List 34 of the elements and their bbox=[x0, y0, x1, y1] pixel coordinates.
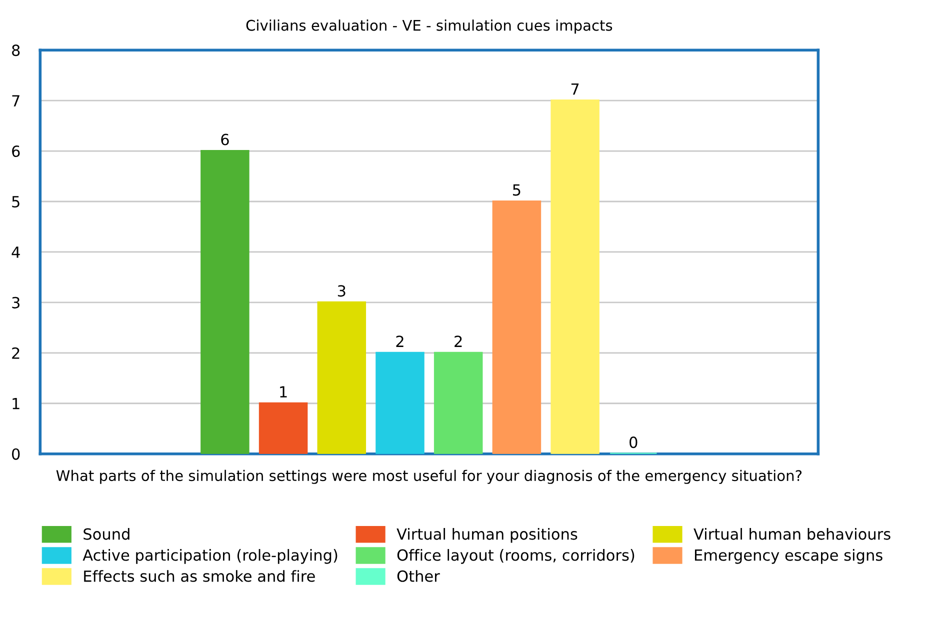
bar bbox=[200, 150, 250, 454]
y-tick-label: 2 bbox=[12, 347, 20, 359]
y-tick-label: 3 bbox=[12, 296, 20, 308]
y-tick-label: 7 bbox=[12, 95, 20, 106]
legend-label: Effects such as smoke and fire bbox=[84, 570, 315, 582]
legend-label: Sound bbox=[84, 528, 130, 540]
bar bbox=[317, 301, 366, 454]
data-label: 0 bbox=[630, 436, 638, 448]
y-tick-label: 0 bbox=[12, 448, 20, 460]
chart-title: Civilians evaluation - VE - simulation cues impacts bbox=[246, 20, 612, 34]
data-label: 6 bbox=[221, 134, 229, 146]
bar bbox=[258, 402, 308, 454]
legend-label: Active participation (role-playing) bbox=[82, 549, 338, 564]
legend-label: Other bbox=[397, 570, 440, 582]
data-label: 5 bbox=[513, 184, 520, 196]
bar bbox=[550, 100, 600, 454]
bar bbox=[434, 352, 483, 454]
legend-label: Office layout (rooms, corridors) bbox=[397, 549, 634, 564]
y-tick-label: 6 bbox=[12, 145, 20, 158]
legend-label: Virtual human positions bbox=[396, 528, 578, 543]
legend-label: Emergency escape signs bbox=[694, 549, 882, 564]
legend-label: Virtual human behaviours bbox=[694, 528, 890, 540]
x-axis-title: What parts of the simulation settings were most useful for your diagnosis of the emergency situation? bbox=[56, 470, 802, 484]
data-label: 1 bbox=[280, 386, 287, 398]
data-label: 7 bbox=[571, 83, 579, 95]
data-label: 2 bbox=[454, 336, 462, 347]
data-label: 3 bbox=[338, 285, 346, 297]
y-tick-label: 1 bbox=[12, 398, 20, 410]
bar bbox=[492, 200, 542, 454]
y-tick-label: 8 bbox=[12, 44, 20, 56]
y-tick-label: 5 bbox=[12, 196, 20, 208]
bar bbox=[376, 352, 424, 454]
data-label: 2 bbox=[396, 336, 404, 347]
y-tick-label: 4 bbox=[12, 246, 20, 258]
